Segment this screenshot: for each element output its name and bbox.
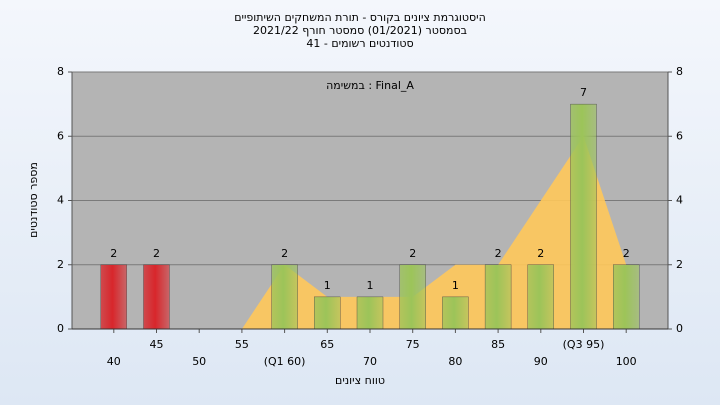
x-tick-label: 70 (363, 355, 377, 368)
y2-tick-label: 2 (676, 258, 683, 271)
x-tick-label: 55 (235, 338, 249, 351)
x-tick-label: 100 (616, 355, 637, 368)
y2-tick-label: 6 (676, 129, 683, 142)
data-label: 1 (324, 279, 331, 292)
data-label: 2 (409, 247, 416, 260)
data-label: 7 (580, 86, 587, 99)
x-tick-label: 80 (448, 355, 462, 368)
annotation: במשימה : Final_A (326, 79, 414, 92)
y-tick-label: 0 (57, 322, 64, 335)
x-tick-label: (Q1 60) (264, 355, 306, 368)
y-tick-label: 2 (57, 258, 64, 271)
x-tick-label: 65 (320, 338, 334, 351)
y2-tick-label: 8 (676, 65, 683, 78)
data-label: 2 (281, 247, 288, 260)
x-tick-label: 40 (107, 355, 121, 368)
title-line: סטודנטים רשומים - 41 (306, 37, 413, 50)
data-label: 2 (623, 247, 630, 260)
bar (613, 264, 640, 330)
bar (100, 264, 128, 330)
bar (570, 103, 597, 330)
y-axis-label: מספר סטודנטים (27, 162, 40, 238)
x-tick-label: 75 (406, 338, 420, 351)
data-label: 1 (367, 279, 374, 292)
bar (271, 264, 298, 330)
x-tick-label: (Q3 95) (563, 338, 605, 351)
data-label: 2 (495, 247, 502, 260)
y2-tick-label: 4 (676, 194, 683, 207)
y-tick-label: 8 (57, 65, 64, 78)
y-tick-label: 4 (57, 194, 64, 207)
x-tick-label: 50 (192, 355, 206, 368)
data-label: 2 (110, 247, 117, 260)
x-tick-label: 90 (534, 355, 548, 368)
data-label: 2 (537, 247, 544, 260)
title-line: בסמסטר (01/2021) סמסטר חורף 2021/22 (253, 24, 467, 37)
y-tick-label: 6 (57, 129, 64, 142)
x-tick-label: 45 (150, 338, 164, 351)
bar (399, 264, 426, 330)
data-label: 1 (452, 279, 459, 292)
bar (314, 296, 341, 330)
bar (442, 296, 469, 330)
y2-tick-label: 0 (676, 322, 683, 335)
bar (484, 264, 512, 330)
data-label: 2 (153, 247, 160, 260)
bar (356, 296, 384, 330)
title-line: היסטוגרמת ציונים בקורס - תורת המשחקים הש… (234, 11, 486, 24)
x-tick-label: 85 (491, 338, 505, 351)
bar (143, 264, 170, 330)
bar (527, 264, 554, 330)
x-axis-label: טווח ציונים (335, 374, 385, 387)
